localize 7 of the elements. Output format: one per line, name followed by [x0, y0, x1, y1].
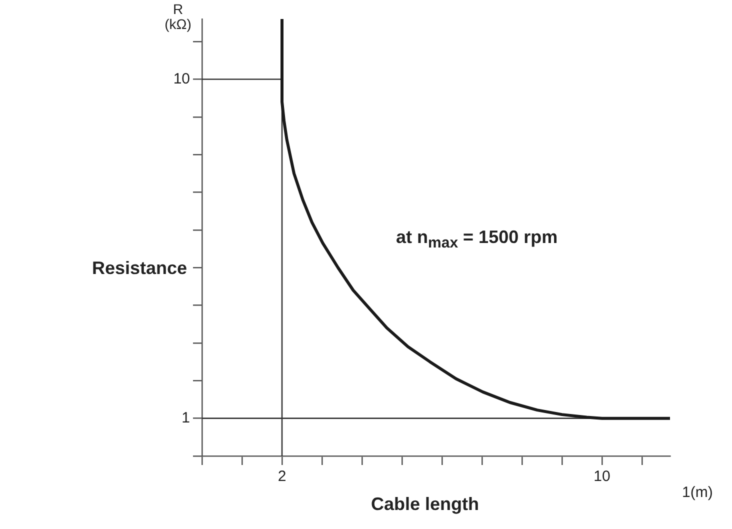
x-axis-title: Cable length	[370, 494, 480, 515]
annotation: at n$_{max}$ = 1500 rpm	[396, 227, 558, 252]
y-tick-label: 1	[182, 409, 190, 426]
y-axis-title: Resistance	[92, 258, 188, 279]
x-tick-label: 2	[278, 468, 286, 486]
text: 1(m)	[682, 484, 713, 502]
text: R (kΩ)	[164, 1, 192, 33]
